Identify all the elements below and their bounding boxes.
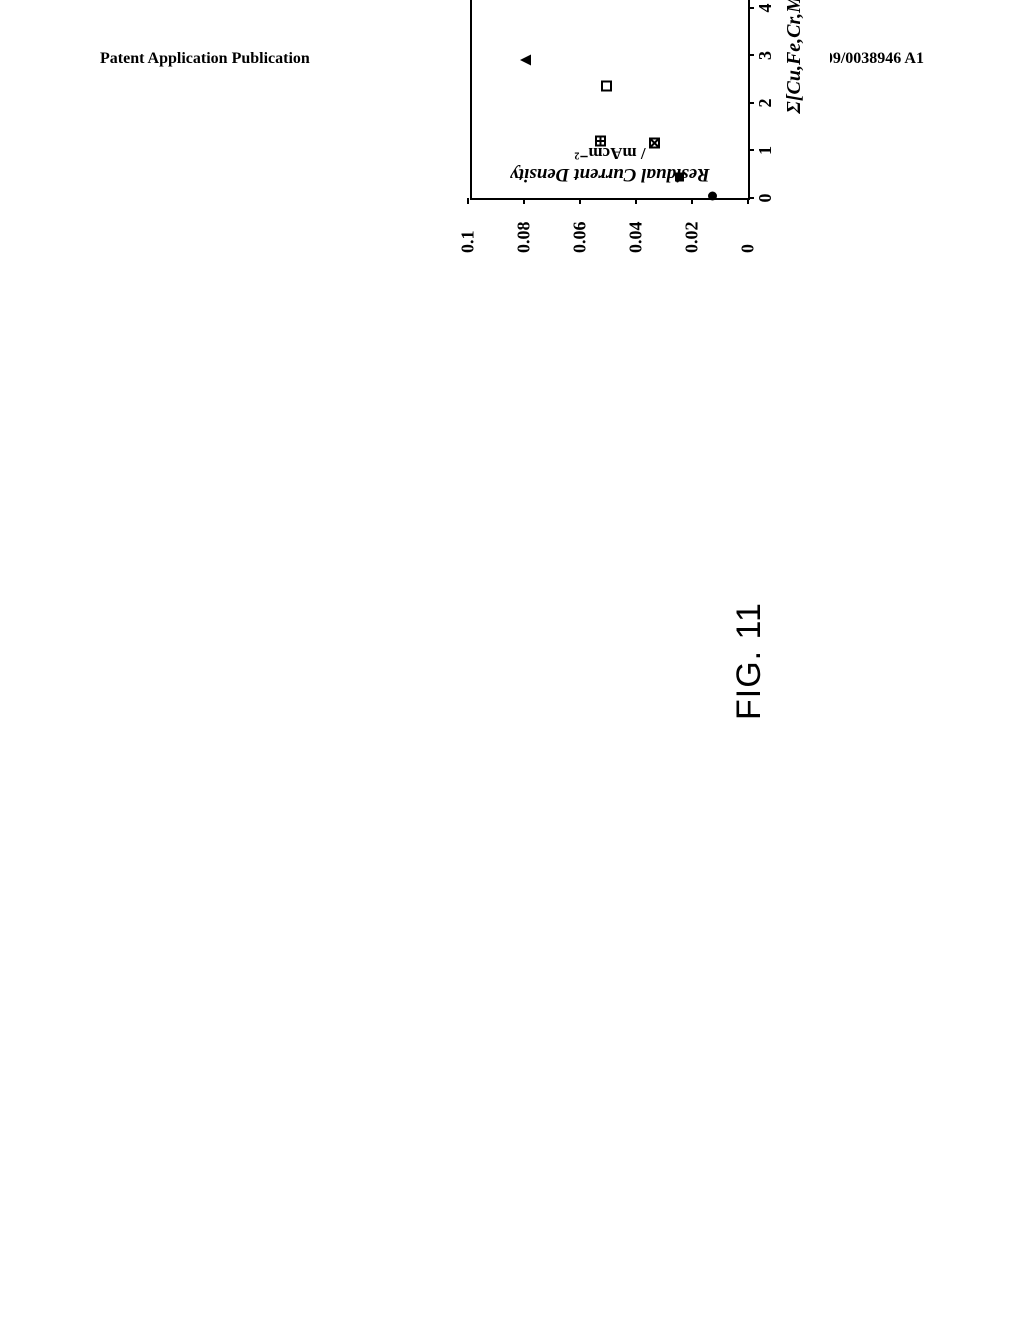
x-tick — [748, 102, 754, 104]
y-tick — [747, 198, 749, 204]
y-tick — [523, 198, 525, 204]
x-tick-label: 0 — [755, 194, 776, 203]
chart-rotated-wrapper: Σ[Cu,Fe,Cr,Mn,Si] / wt% Residual Current… — [450, 0, 830, 280]
scatter-chart: Σ[Cu,Fe,Cr,Mn,Si] / wt% Residual Current… — [450, 0, 830, 280]
data-point — [593, 136, 611, 147]
y-axis-label: Residual Current Density / mAcm⁻² — [470, 143, 750, 185]
x-axis-label: Σ[Cu,Fe,Cr,Mn,Si] / wt% — [783, 0, 806, 198]
y-axis-label-line1: Residual Current Density — [470, 163, 750, 185]
data-point — [705, 190, 723, 201]
x-tick — [748, 7, 754, 9]
y-tick — [691, 198, 693, 204]
x-tick-label: 1 — [755, 146, 776, 155]
plot-area: Σ[Cu,Fe,Cr,Mn,Si] / wt% Residual Current… — [470, 0, 750, 200]
y-tick — [635, 198, 637, 204]
figure-area: Σ[Cu,Fe,Cr,Mn,Si] / wt% Residual Current… — [170, 280, 850, 800]
y-tick — [579, 198, 581, 204]
x-tick — [748, 55, 754, 57]
y-tick — [467, 198, 469, 204]
data-point — [599, 81, 617, 92]
x-tick-label: 2 — [755, 99, 776, 108]
y-tick-label: 0.1 — [458, 231, 479, 254]
y-tick-label: 0.04 — [626, 222, 647, 254]
x-tick — [748, 150, 754, 152]
y-tick-label: 0.08 — [514, 222, 535, 254]
y-tick-label: 0.02 — [682, 222, 703, 254]
y-tick-label: 0.06 — [570, 222, 591, 254]
y-tick-label: 0 — [738, 244, 759, 253]
figure-caption: FIG. 11 — [730, 602, 769, 720]
data-point — [518, 55, 536, 66]
x-tick-label: 4 — [755, 4, 776, 13]
data-point — [672, 171, 690, 182]
data-point — [647, 138, 665, 149]
header-left: Patent Application Publication — [100, 50, 310, 68]
x-tick-label: 3 — [755, 51, 776, 60]
